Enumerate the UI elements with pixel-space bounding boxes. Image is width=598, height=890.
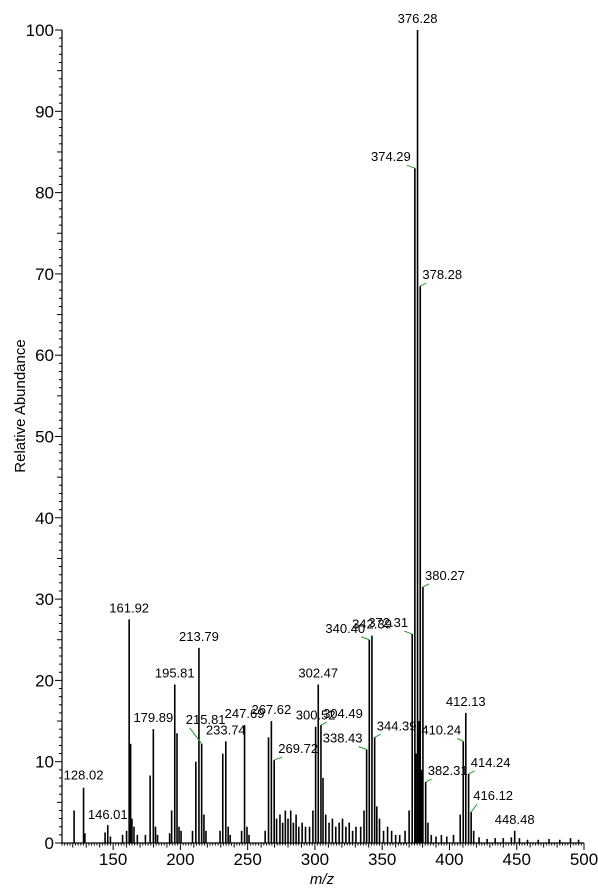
y-tick-label: 70: [35, 265, 54, 284]
y-tick-label: 60: [35, 346, 54, 365]
peak-label: 213.79: [179, 629, 219, 644]
peak-label: 372.31: [368, 615, 408, 630]
peak-leader-lines: [189, 164, 478, 813]
peak-label: 412.13: [446, 694, 486, 709]
peak-leader-line: [404, 630, 413, 635]
peak-label: 374.29: [371, 149, 411, 164]
peak-label: 161.92: [109, 600, 149, 615]
y-tick-label: 80: [35, 184, 54, 203]
peak-leader-line: [420, 282, 427, 287]
peak-label: 179.89: [133, 710, 173, 725]
peak-leader-line: [274, 756, 283, 761]
peak-label: 247.69: [225, 706, 265, 721]
peak-bars: [73, 30, 580, 843]
peak-leader-line: [374, 733, 381, 738]
peak-label: 233.74: [206, 722, 246, 737]
peak-label: 416.12: [473, 788, 513, 803]
peak-leader-line: [358, 746, 367, 750]
peak-leader-line: [189, 727, 203, 745]
x-tick-label: 400: [435, 850, 463, 869]
peak-leader-line: [468, 770, 475, 775]
y-tick-label: 50: [35, 428, 54, 447]
peak-label: 344.39: [377, 718, 417, 733]
y-tick-label: 0: [45, 834, 54, 853]
x-tick-label: 450: [503, 850, 531, 869]
peak-label: 195.81: [155, 665, 195, 680]
peak-label: 304.49: [323, 706, 363, 721]
y-tick-label: 20: [35, 671, 54, 690]
x-tick-label: 350: [368, 850, 396, 869]
y-tick-label: 100: [26, 21, 54, 40]
peak-label: 267.62: [251, 702, 291, 717]
peak-leader-line: [422, 583, 430, 588]
peak-leader-line: [470, 803, 478, 813]
peak-label: 300.52: [296, 708, 336, 723]
x-axis-title: m/z: [310, 871, 335, 888]
axes: 0 10 20 30 40 50 60 70 80 90 100 150 200 250 300 350 400…: [26, 21, 598, 869]
peak-label: 146.01: [88, 807, 128, 822]
y-tick-label: 90: [35, 102, 54, 121]
peak-label: 382.31: [428, 763, 468, 778]
y-tick-label: 40: [35, 509, 54, 528]
peak-label: 448.48: [495, 812, 535, 827]
peak-label: 340.40: [325, 621, 365, 636]
y-tick-label: 10: [35, 753, 54, 772]
peak-label: 338.43: [323, 731, 363, 746]
y-axis-title: Relative Abundance: [12, 339, 29, 472]
peak-leader-line: [457, 737, 464, 742]
peak-label: 380.27: [425, 568, 465, 583]
peak-label: 215.81: [186, 712, 226, 727]
peak-label: 302.47: [298, 665, 338, 680]
x-tick-label: 250: [233, 850, 261, 869]
x-tick-label: 500: [570, 850, 598, 869]
peak-leader-line: [425, 778, 432, 783]
peak-label: 376.28: [398, 11, 438, 26]
peak-leader-line: [361, 636, 370, 641]
peak-label: 410.24: [421, 722, 461, 737]
peak-leader-line: [320, 721, 328, 726]
x-tick-label: 300: [301, 850, 329, 869]
peak-leader-line: [406, 164, 416, 169]
y-tick-label: 30: [35, 590, 54, 609]
peak-label: 342.39: [352, 617, 392, 632]
x-tick-label: 150: [99, 850, 127, 869]
x-tick-label: 200: [166, 850, 194, 869]
peak-label: 128.02: [64, 768, 104, 783]
peak-label: 269.72: [278, 741, 318, 756]
peak-label: 414.24: [471, 755, 511, 770]
peak-label: 378.28: [422, 267, 462, 282]
peak-labels: 128.02 146.01 161.92 179.89 195.81 213.79 215.…: [64, 11, 535, 827]
